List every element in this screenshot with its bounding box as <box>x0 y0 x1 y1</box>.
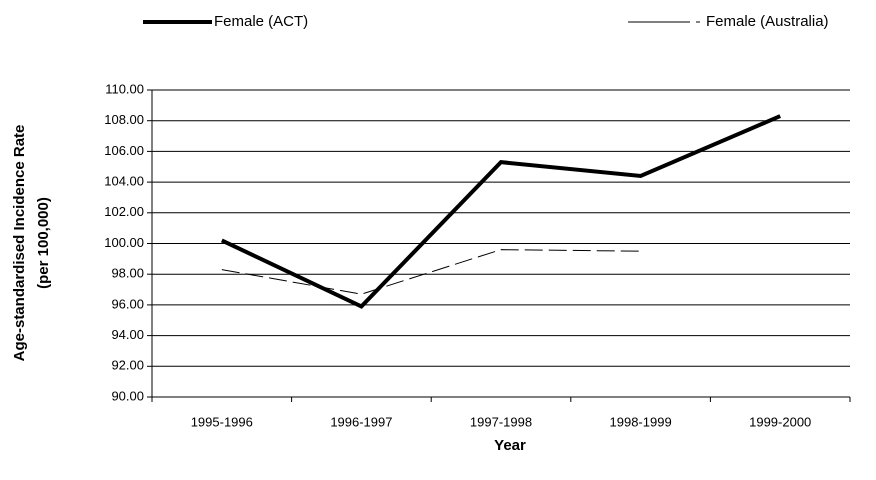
y-tick-label: 104.00 <box>104 174 144 189</box>
y-tick-label: 102.00 <box>104 204 144 219</box>
y-tick-label: 92.00 <box>111 358 144 373</box>
x-tick-label: 1995-1996 <box>191 414 253 429</box>
series-line <box>220 114 781 309</box>
y-tick-label: 90.00 <box>111 388 144 403</box>
y-axis-label: (per 100,000) <box>35 197 52 289</box>
x-tick-label: 1997-1998 <box>470 414 532 429</box>
legend-label: Female (ACT) <box>214 13 308 30</box>
legend-label: Female (Australia) <box>706 13 829 30</box>
x-axis-label: Year <box>494 437 526 454</box>
y-tick-label: 100.00 <box>104 235 144 250</box>
y-tick-label: 108.00 <box>104 112 144 127</box>
y-axis-label: Age-standardised Incidence Rate <box>11 125 28 362</box>
y-tick-label: 110.00 <box>105 81 144 96</box>
y-tick-label: 94.00 <box>111 327 144 342</box>
y-tick-label: 96.00 <box>111 296 144 311</box>
y-tick-label: 106.00 <box>104 143 144 158</box>
y-tick-label: 98.00 <box>111 266 144 281</box>
x-tick-label: 1996-1997 <box>330 414 392 429</box>
x-tick-label: 1998-1999 <box>610 414 672 429</box>
x-tick-label: 1999-2000 <box>749 414 811 429</box>
